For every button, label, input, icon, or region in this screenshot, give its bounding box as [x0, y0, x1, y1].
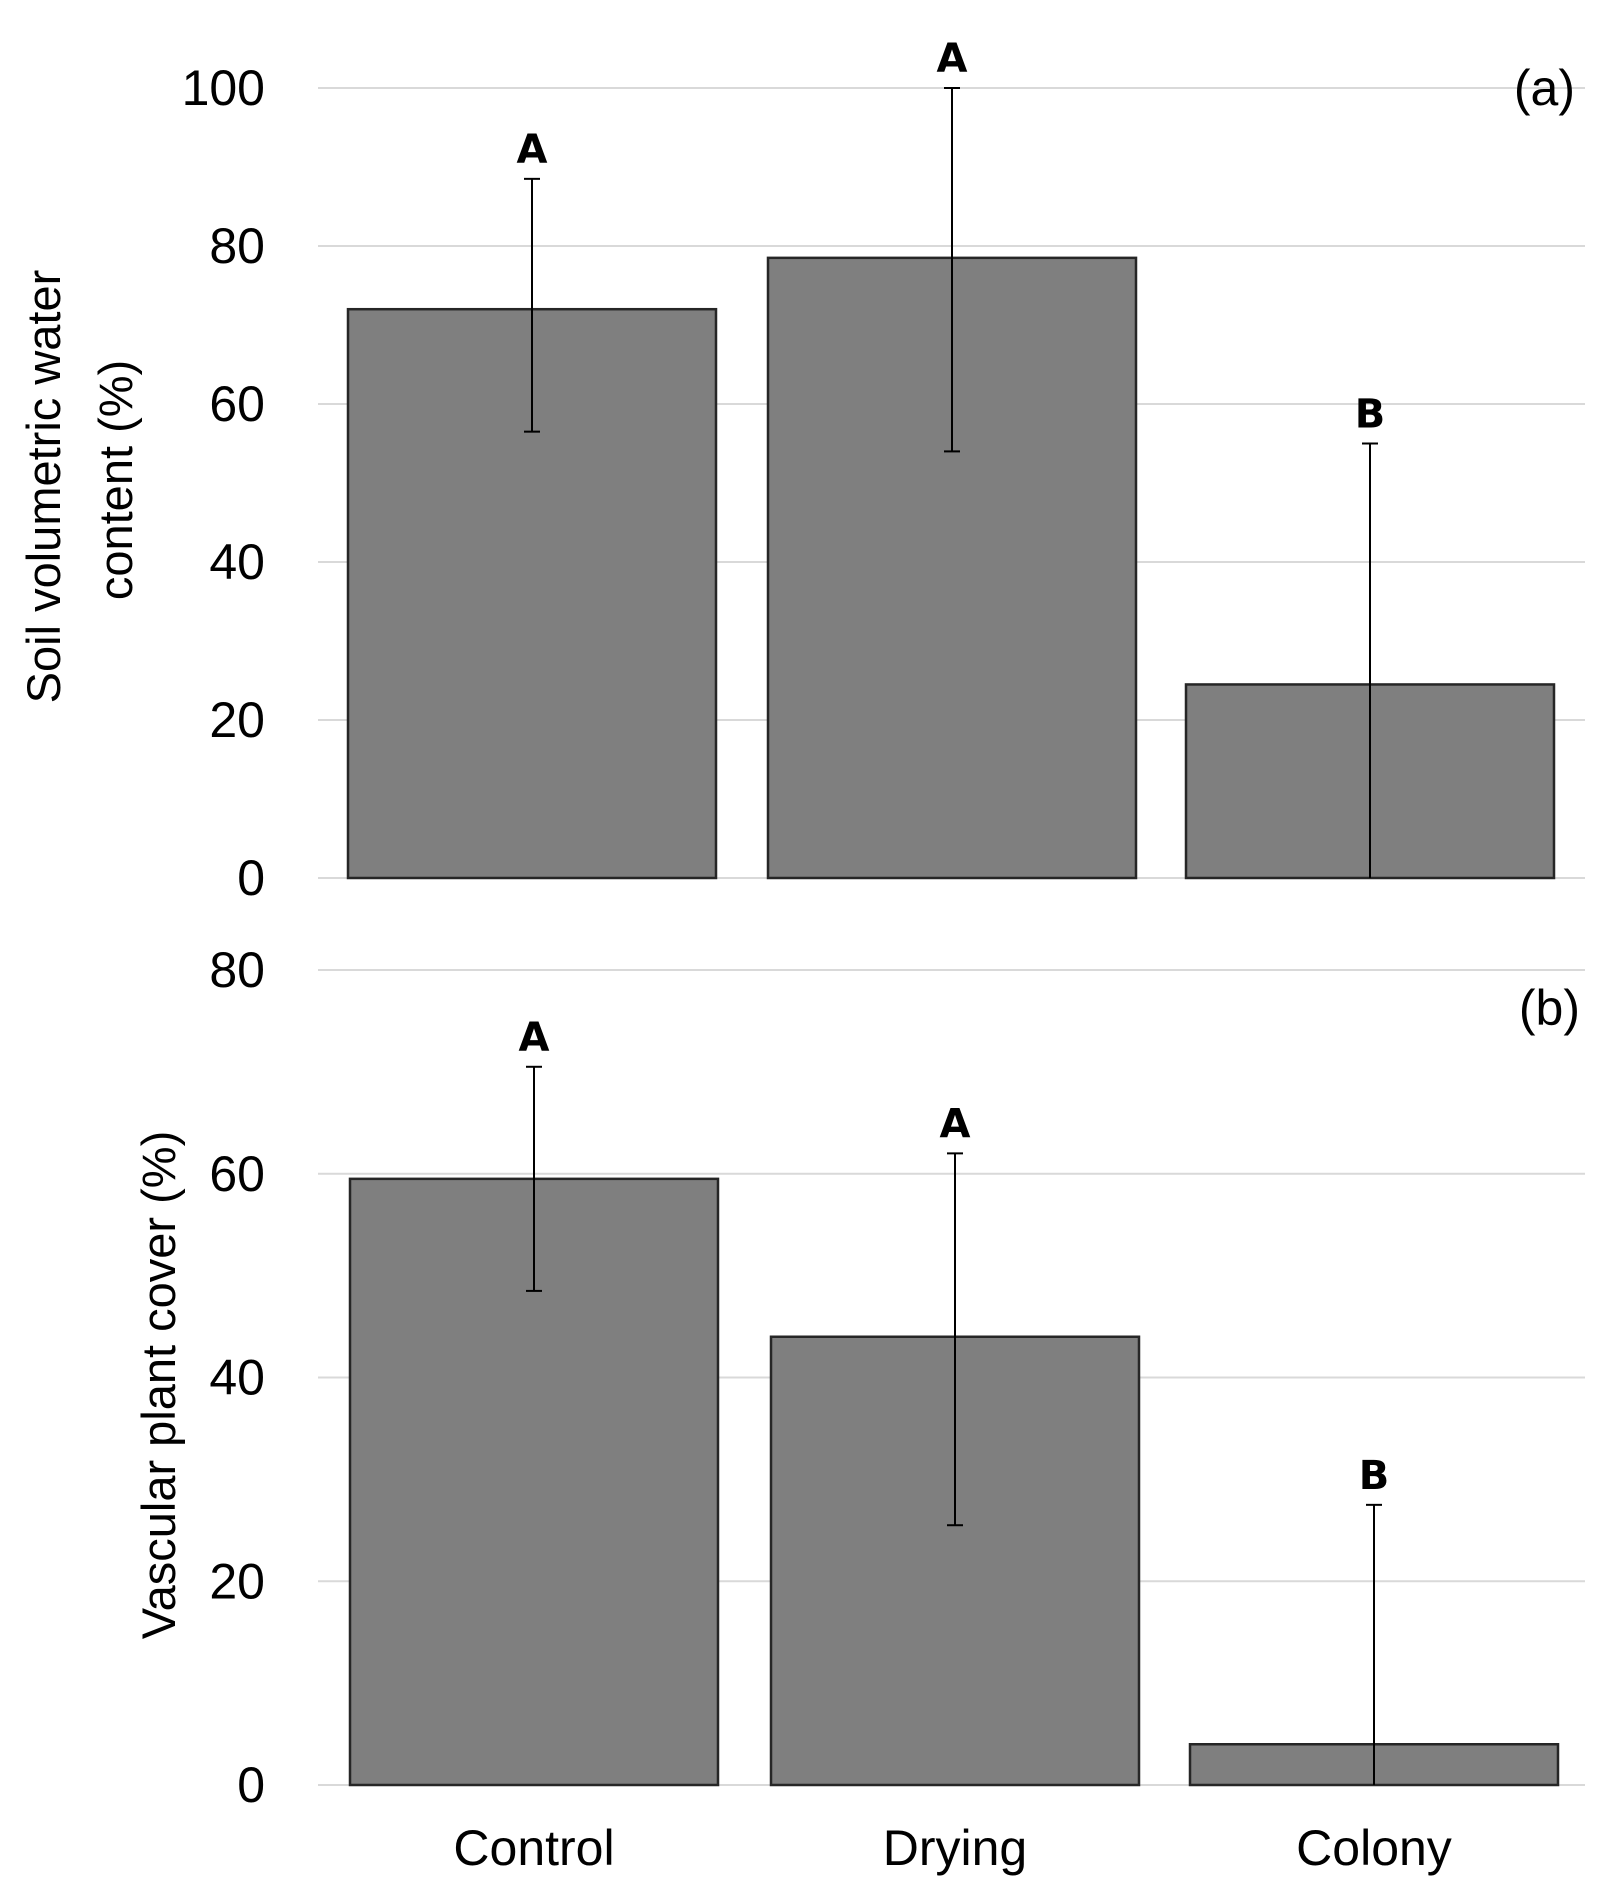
panel-a: A A B 0 20 40 60 80 100 (a) Soil volumetric wat…	[17, 36, 1585, 906]
panel-a-label: (a)	[1514, 60, 1575, 116]
panel-b-label: (b)	[1519, 980, 1580, 1036]
panel-a-significance-colony: B	[1355, 392, 1386, 438]
panel-a-y-tick-0: 0	[237, 850, 265, 906]
x-axis-label-drying: Drying	[883, 1820, 1027, 1876]
panel-a-error-bar-control	[524, 177, 540, 433]
panel-b-y-tick-80: 80	[209, 942, 265, 998]
panel-b-significance-drying: A	[940, 1101, 971, 1147]
panel-b-error-bar-colony	[1366, 1503, 1382, 1785]
panel-a-y-tick-80: 80	[209, 218, 265, 274]
panel-b-significance-control: A	[519, 1015, 550, 1061]
panel-b-y-tick-20: 20	[209, 1553, 265, 1609]
panel-b-significance-colony: B	[1359, 1453, 1390, 1499]
panel-a-error-bars	[524, 87, 1378, 878]
panel-b-y-axis-title: Vascular plant cover (%)	[132, 1131, 185, 1640]
panel-a-y-tick-20: 20	[209, 692, 265, 748]
panel-a-y-axis-title-line1: Soil volumetric water	[17, 270, 70, 704]
x-axis-category-labels: Control Drying Colony	[453, 1820, 1451, 1876]
panel-a-y-axis-title-line2: content (%)	[89, 360, 142, 600]
x-axis-label-control: Control	[453, 1820, 614, 1876]
panel-b-significance-letters: A A B	[519, 1015, 1390, 1499]
panel-b: A A B 0 20 40 60 80 (b) Vascular plant cover (…	[132, 942, 1585, 1813]
panel-a-y-axis-title: Soil volumetric water content (%)	[17, 257, 142, 704]
panel-a-y-tick-100: 100	[182, 60, 265, 116]
panel-b-y-tick-40: 40	[209, 1350, 265, 1406]
panel-a-error-bar-drying	[944, 87, 960, 453]
panel-b-error-bar-drying	[947, 1152, 963, 1527]
panel-b-error-bars	[526, 1065, 1382, 1785]
panel-b-error-bar-control	[526, 1065, 542, 1292]
panel-a-significance-drying: A	[937, 36, 968, 82]
panel-a-error-bar-colony	[1362, 442, 1378, 878]
panel-a-y-tick-40: 40	[209, 534, 265, 590]
panel-a-significance-letters: A A B	[517, 36, 1386, 438]
panel-a-significance-control: A	[517, 127, 548, 173]
panel-a-y-tick-labels: 0 20 40 60 80 100	[182, 60, 265, 906]
panel-b-y-tick-60: 60	[209, 1146, 265, 1202]
x-axis-label-colony: Colony	[1296, 1820, 1452, 1876]
panel-b-y-tick-0: 0	[237, 1757, 265, 1813]
panel-a-y-tick-60: 60	[209, 376, 265, 432]
panel-b-y-tick-labels: 0 20 40 60 80	[209, 942, 265, 1813]
